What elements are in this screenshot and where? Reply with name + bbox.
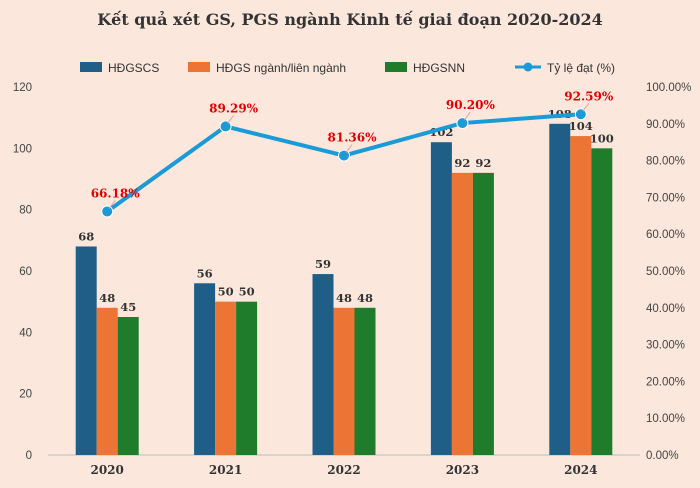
bar xyxy=(549,123,571,456)
legend-swatch xyxy=(80,62,102,72)
left-y-axis: 0 20 40 60 80 100 120 xyxy=(13,82,32,462)
line-series-group: 66.18% 89.29% 81.36% 90.20% 92.59% xyxy=(91,89,614,218)
label-leader-line xyxy=(463,111,471,121)
bar xyxy=(96,307,118,455)
bar xyxy=(472,172,494,455)
line-data-label: 81.36% xyxy=(328,131,378,145)
y-tick-label: 40 xyxy=(19,327,32,339)
y2-tick-label: 10.00% xyxy=(646,413,685,425)
y2-tick-label: 70.00% xyxy=(646,192,685,204)
bar-data-label: 48 xyxy=(336,291,352,305)
x-category-label: 2022 xyxy=(327,463,360,477)
bar-data-label: 59 xyxy=(315,257,331,271)
label-leader-line xyxy=(345,144,353,153)
label-leader-line xyxy=(582,102,590,112)
y2-tick-label: 60.00% xyxy=(646,229,685,241)
legend-swatch xyxy=(188,62,210,72)
bar-data-label: 45 xyxy=(120,300,136,314)
y-tick-label: 120 xyxy=(13,82,32,94)
y2-tick-label: 50.00% xyxy=(646,266,685,278)
right-y-axis: 0.00% 10.00% 20.00% 30.00% 40.00% 50.00% 60.00… xyxy=(646,82,691,462)
line-data-label: 89.29% xyxy=(209,101,259,115)
line-point xyxy=(574,108,587,121)
bar xyxy=(333,307,355,455)
x-category-label: 2024 xyxy=(564,463,597,477)
bar-data-label: 48 xyxy=(99,291,115,305)
y-tick-label: 80 xyxy=(19,205,32,217)
label-leader-line xyxy=(108,200,116,209)
y-tick-label: 20 xyxy=(19,389,32,401)
bar-data-label: 100 xyxy=(590,131,614,145)
bar xyxy=(117,317,139,455)
bar xyxy=(215,301,237,455)
legend-label: HĐGSCS xyxy=(108,61,159,75)
bar-data-label: 92 xyxy=(454,156,470,170)
line-data-label: 90.20% xyxy=(446,98,496,112)
chart-title: Kết quả xét GS, PGS ngành Kinh tế giai đ… xyxy=(97,10,603,29)
line-series-path xyxy=(106,112,581,214)
y2-tick-label: 90.00% xyxy=(646,119,685,131)
bar xyxy=(194,283,216,455)
line-point xyxy=(219,120,232,133)
y2-tick-label: 40.00% xyxy=(646,303,685,315)
bar xyxy=(451,172,473,455)
y-tick-label: 0 xyxy=(26,450,32,462)
bar-data-label: 56 xyxy=(197,266,213,280)
line-data-label: 66.18% xyxy=(91,186,141,200)
label-leader-line xyxy=(227,115,235,124)
y2-tick-label: 100.00% xyxy=(646,82,691,94)
x-category-label: 2020 xyxy=(90,463,123,477)
x-category-label: 2023 xyxy=(446,463,479,477)
bar xyxy=(312,274,334,455)
y-tick-label: 100 xyxy=(13,143,32,155)
y2-tick-label: 20.00% xyxy=(646,376,685,388)
x-category-label: 2021 xyxy=(209,463,242,477)
legend: HĐGSCS HĐGS ngành/liên ngành HĐGSNN Tỷ lệ đ… xyxy=(80,61,615,75)
bar-data-label: 68 xyxy=(78,229,94,243)
bar xyxy=(591,148,613,456)
legend-label: Tỷ lệ đạt (%) xyxy=(547,61,615,75)
bar xyxy=(75,246,97,455)
legend-label: HĐGSNN xyxy=(413,61,465,75)
legend-swatch xyxy=(385,62,407,72)
y2-tick-label: 30.00% xyxy=(646,340,685,352)
bar-data-label: 104 xyxy=(569,119,593,133)
line-point xyxy=(101,205,114,218)
bar-data-label: 50 xyxy=(239,285,255,299)
y-tick-label: 60 xyxy=(19,266,32,278)
line-data-label: 92.59% xyxy=(564,89,614,103)
legend-label: HĐGS ngành/liên ngành xyxy=(216,61,346,75)
bar-data-label: 48 xyxy=(357,291,373,305)
y2-tick-label: 80.00% xyxy=(646,156,685,168)
bar xyxy=(236,301,258,455)
legend-marker xyxy=(523,62,533,72)
bar xyxy=(354,307,376,455)
bar-data-label: 50 xyxy=(218,285,234,299)
line-point xyxy=(338,149,350,162)
y2-tick-label: 0.00% xyxy=(646,450,679,462)
bar xyxy=(430,142,452,455)
bar xyxy=(570,136,592,456)
x-axis-categories: 2020 2021 2022 2023 2024 xyxy=(90,463,597,477)
line-point xyxy=(456,117,469,130)
bar-data-label: 92 xyxy=(475,156,491,170)
